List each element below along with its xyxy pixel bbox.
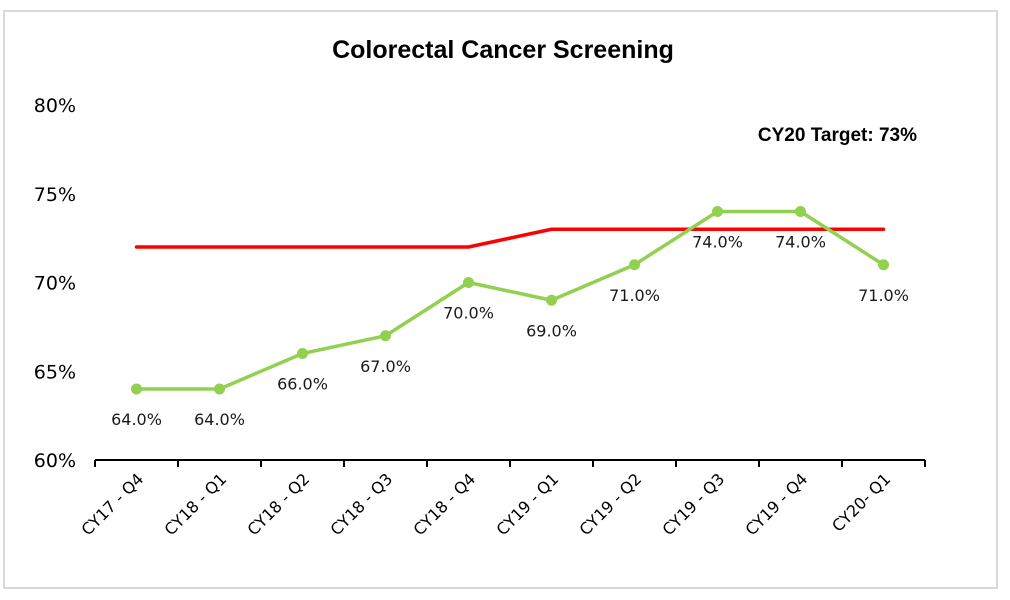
x-tick-label: CY20- Q1 <box>828 469 894 535</box>
data-label: 70.0% <box>443 304 494 323</box>
data-label: 66.0% <box>277 375 328 394</box>
x-tick-label: CY18 - Q4 <box>410 469 480 539</box>
y-tick-label: 80% <box>34 95 76 117</box>
data-labels: 64.0% 64.0% 66.0% 67.0% 70.0% 69.0% 71.0% 74.0%… <box>111 233 909 430</box>
series-lines <box>134 209 886 391</box>
data-label: 71.0% <box>858 286 909 305</box>
x-tick-label: CY17 - Q4 <box>78 469 148 539</box>
data-label: 74.0% <box>775 233 826 252</box>
data-point-marker <box>214 383 225 395</box>
chart-title: Colorectal Cancer Screening <box>332 36 674 64</box>
data-point-marker <box>795 206 806 217</box>
data-label: 67.0% <box>360 357 411 376</box>
x-axis-tick-labels: CY17 - Q4 CY18 - Q1 CY18 - Q2 CY18 - Q3 CY18… <box>78 469 895 539</box>
x-tick-label: CY19 - Q3 <box>659 469 729 539</box>
series-markers <box>131 206 889 395</box>
y-tick-label: 70% <box>34 273 76 295</box>
x-tick-label: CY18 - Q1 <box>161 469 231 539</box>
data-point-marker <box>546 294 557 306</box>
data-point-marker <box>878 259 889 271</box>
x-tick-label: CY18 - Q3 <box>327 469 397 539</box>
data-point-marker <box>463 277 474 288</box>
y-tick-label: 60% <box>34 450 76 472</box>
data-label: 64.0% <box>194 410 245 429</box>
data-label: 69.0% <box>526 321 577 340</box>
y-tick-label: 75% <box>34 184 76 206</box>
x-axis <box>94 459 926 467</box>
x-tick-label: CY18 - Q2 <box>244 469 314 539</box>
x-tick-label: CY19 - Q4 <box>742 469 812 539</box>
actual-line <box>134 209 886 391</box>
chart-frame <box>3 10 998 589</box>
y-axis-tick-labels: 60% 65% 70% 75% 80% <box>34 95 76 472</box>
x-tick-label: CY19 - Q2 <box>576 469 646 539</box>
data-point-marker <box>712 206 723 217</box>
data-point-marker <box>131 383 142 395</box>
data-point-marker <box>297 348 308 359</box>
data-label: 64.0% <box>111 410 162 429</box>
data-label: 71.0% <box>609 286 660 305</box>
y-tick-label: 65% <box>34 361 76 383</box>
target-line <box>134 227 886 249</box>
data-label: 74.0% <box>692 233 743 252</box>
data-point-marker <box>629 259 640 271</box>
target-annotation: CY20 Target: 73% <box>758 125 917 146</box>
x-tick-label: CY19 - Q1 <box>493 469 563 539</box>
data-point-marker <box>380 330 391 342</box>
